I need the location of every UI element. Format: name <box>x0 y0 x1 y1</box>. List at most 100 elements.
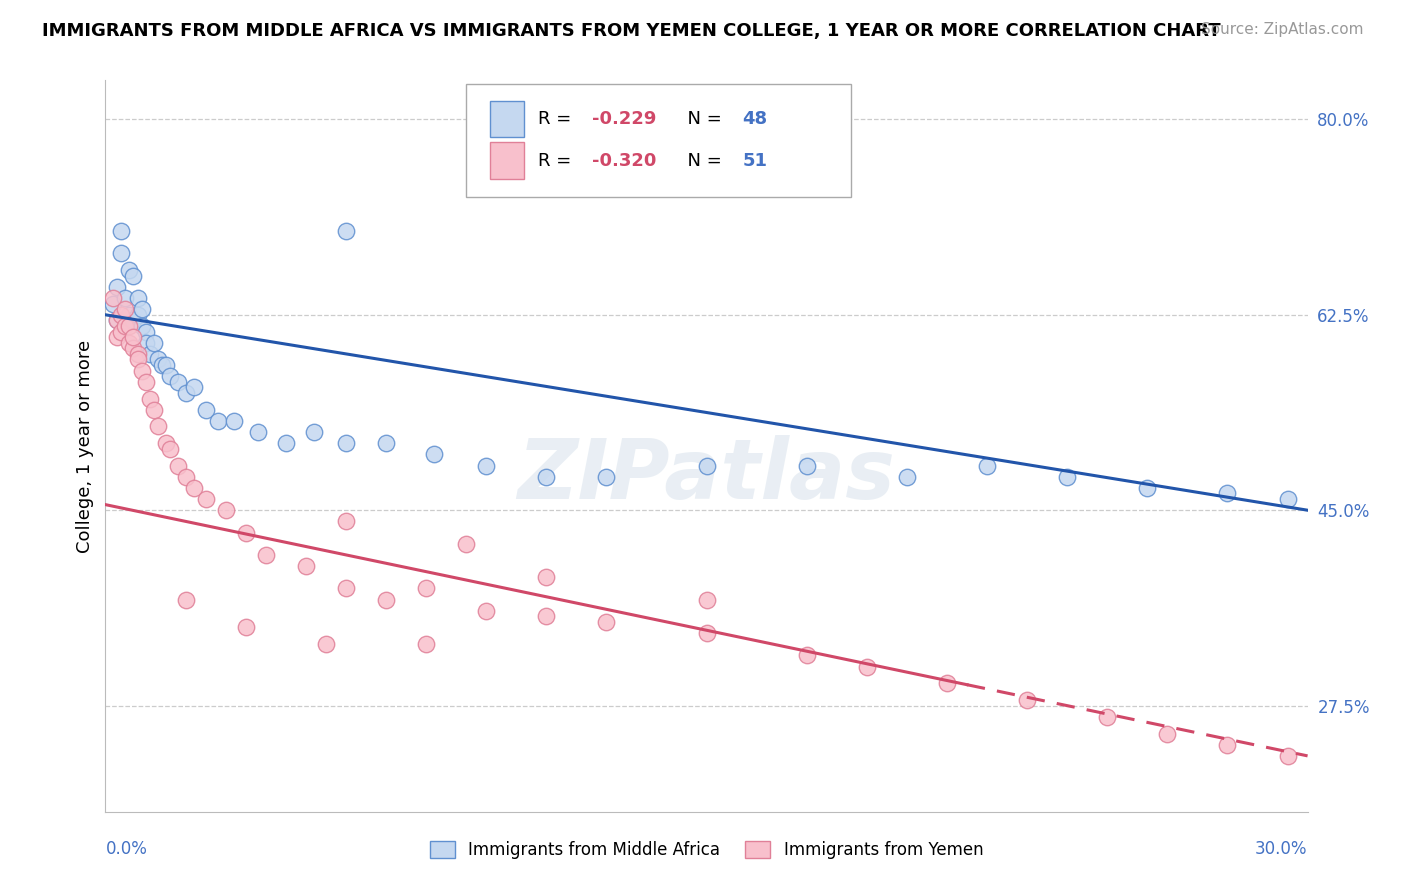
Point <box>166 375 188 389</box>
Point <box>103 296 125 310</box>
FancyBboxPatch shape <box>491 143 524 179</box>
Point <box>235 525 257 540</box>
FancyBboxPatch shape <box>465 84 851 197</box>
Point <box>696 592 718 607</box>
Point <box>127 291 149 305</box>
Point <box>107 313 129 327</box>
Point <box>183 481 205 495</box>
Point <box>194 402 217 417</box>
Point <box>302 425 325 439</box>
Point <box>118 335 141 350</box>
Point <box>696 626 718 640</box>
Point <box>1216 738 1239 752</box>
Point <box>174 592 197 607</box>
Point <box>114 302 136 317</box>
Point <box>174 386 197 401</box>
Text: R =: R = <box>538 110 578 128</box>
Point <box>118 308 141 322</box>
Point <box>142 335 165 350</box>
Point <box>150 358 173 372</box>
Point <box>135 375 157 389</box>
Point <box>107 313 129 327</box>
Point <box>222 414 245 428</box>
Text: 51: 51 <box>742 152 768 169</box>
Point <box>114 318 136 333</box>
Point <box>127 352 149 367</box>
Point <box>155 358 177 372</box>
Point <box>254 548 277 562</box>
Point <box>315 637 337 651</box>
Point <box>796 648 818 663</box>
Point <box>174 469 197 483</box>
Point <box>138 347 160 361</box>
Point <box>110 308 132 322</box>
Point <box>374 436 398 450</box>
Point <box>114 313 136 327</box>
Point <box>207 414 229 428</box>
Point <box>475 604 498 618</box>
Point <box>235 620 257 634</box>
FancyBboxPatch shape <box>491 101 524 137</box>
Text: N =: N = <box>676 110 728 128</box>
Point <box>135 335 157 350</box>
Point <box>122 268 145 283</box>
Point <box>423 447 446 461</box>
Point <box>110 325 132 339</box>
Point <box>335 582 357 596</box>
Y-axis label: College, 1 year or more: College, 1 year or more <box>76 340 94 552</box>
Point <box>595 469 617 483</box>
Point <box>138 392 160 406</box>
Point <box>534 609 557 624</box>
Point <box>415 582 437 596</box>
Point <box>696 458 718 473</box>
Text: R =: R = <box>538 152 578 169</box>
Point <box>214 503 236 517</box>
Point <box>1216 486 1239 500</box>
Point <box>107 330 129 344</box>
Point <box>1056 469 1078 483</box>
Point <box>936 676 959 690</box>
Point <box>274 436 297 450</box>
Point <box>131 302 153 317</box>
Point <box>1097 710 1119 724</box>
Point <box>110 246 132 260</box>
Point <box>159 369 181 384</box>
Point <box>335 515 357 529</box>
Point <box>127 308 149 322</box>
Point <box>374 592 398 607</box>
Point <box>335 224 357 238</box>
Point <box>155 436 177 450</box>
Point <box>454 537 477 551</box>
Point <box>534 570 557 584</box>
Point <box>135 325 157 339</box>
Point <box>475 458 498 473</box>
Point <box>159 442 181 456</box>
Point <box>1277 748 1299 763</box>
Point <box>110 224 132 238</box>
Point <box>896 469 918 483</box>
Point <box>127 347 149 361</box>
Text: 48: 48 <box>742 110 768 128</box>
Text: -0.229: -0.229 <box>592 110 657 128</box>
Text: 0.0%: 0.0% <box>105 839 148 857</box>
Point <box>595 157 617 171</box>
Point <box>131 318 153 333</box>
Point <box>1136 481 1159 495</box>
Point <box>131 363 153 377</box>
Point <box>1156 726 1178 740</box>
Point <box>183 380 205 394</box>
Point <box>146 352 169 367</box>
Text: -0.320: -0.320 <box>592 152 657 169</box>
Point <box>122 313 145 327</box>
Point <box>1277 491 1299 506</box>
Point <box>118 318 141 333</box>
Point <box>595 615 617 629</box>
Point <box>142 402 165 417</box>
Point <box>103 291 125 305</box>
Point <box>415 637 437 651</box>
Point <box>335 436 357 450</box>
Point <box>146 419 169 434</box>
Point <box>107 280 129 294</box>
Point <box>194 491 217 506</box>
Text: 30.0%: 30.0% <box>1256 839 1308 857</box>
